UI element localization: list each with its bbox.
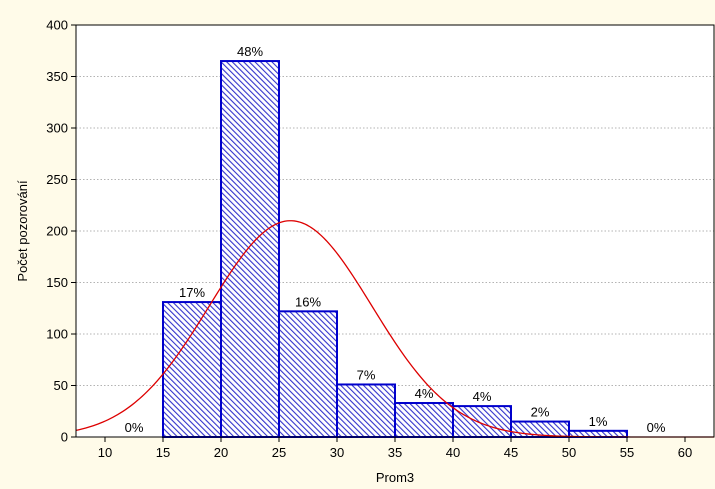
x-axis-label: Prom3: [376, 470, 414, 485]
y-tick-label: 100: [46, 327, 68, 342]
x-axis-ticks: 10 15 20 25 30 35 40 45 50 55 60: [98, 437, 692, 460]
bar-percent-label: 48%: [237, 44, 263, 59]
x-tick-label: 20: [214, 445, 228, 460]
histogram-bar: [278, 310, 338, 438]
y-tick-label: 350: [46, 69, 68, 84]
y-tick-label: 400: [46, 18, 68, 33]
x-tick-label: 60: [678, 445, 692, 460]
x-tick-label: 35: [388, 445, 402, 460]
percent-labels: 0% 17% 48% 16% 7% 4% 4% 2% 1% 0%: [125, 44, 666, 435]
x-tick-label: 40: [446, 445, 460, 460]
x-tick-label: 30: [330, 445, 344, 460]
x-tick-label: 15: [156, 445, 170, 460]
x-tick-label: 50: [562, 445, 576, 460]
histogram-bar: [394, 402, 454, 439]
y-tick-label: 0: [61, 430, 68, 445]
x-tick-label: 55: [620, 445, 634, 460]
bar-percent-label: 1%: [589, 414, 608, 429]
bar-percent-label: 7%: [357, 367, 376, 382]
bar-percent-label: 0%: [125, 420, 144, 435]
x-tick-label: 45: [504, 445, 518, 460]
y-axis-label: Počet pozorování: [15, 180, 30, 282]
histogram-bar: [452, 405, 512, 439]
bar-percent-label: 4%: [473, 389, 492, 404]
y-tick-label: 250: [46, 172, 68, 187]
histogram-bar: [162, 301, 222, 438]
bars: [162, 60, 628, 439]
y-tick-label: 150: [46, 275, 68, 290]
bar-percent-label: 17%: [179, 285, 205, 300]
x-tick-label: 10: [98, 445, 112, 460]
bar-percent-label: 4%: [415, 386, 434, 401]
bar-percent-label: 16%: [295, 294, 321, 309]
histogram-bar: [336, 383, 396, 438]
histogram-bar: [220, 60, 280, 439]
x-tick-label: 25: [272, 445, 286, 460]
y-axis-ticks: 0 50 100 150 200 250 300 350 400: [46, 18, 76, 445]
y-tick-label: 300: [46, 121, 68, 136]
bar-percent-label: 2%: [531, 405, 550, 420]
y-tick-label: 200: [46, 224, 68, 239]
y-tick-label: 50: [54, 378, 68, 393]
bar-percent-label: 0%: [647, 420, 666, 435]
